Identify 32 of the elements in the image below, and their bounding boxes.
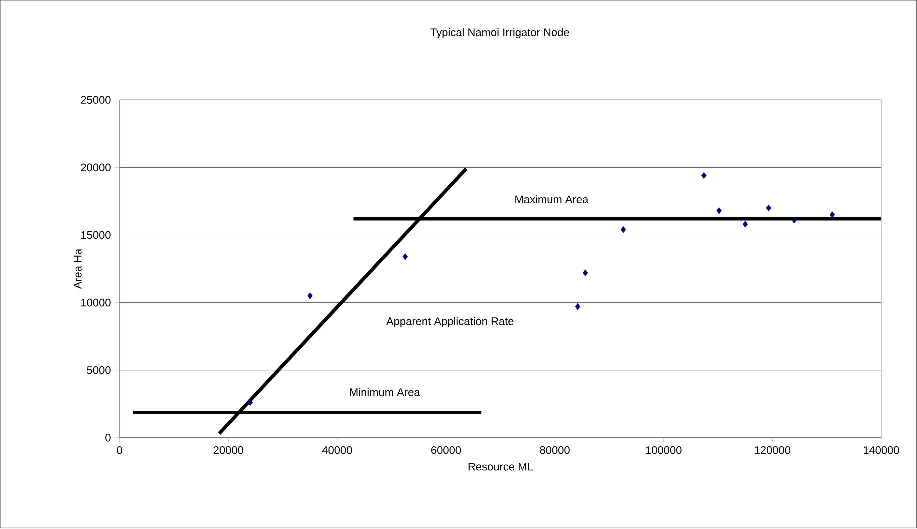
point [575,304,581,310]
point [621,226,626,234]
point [308,292,313,300]
x-axis-title: Resource ML [468,463,533,471]
annotation: Minimum Area [350,388,420,397]
annotation: Apparent Application Rate [386,317,514,328]
x-tick-label: 20000 [214,446,244,454]
x-tick-label: 40000 [322,446,352,454]
y-tick-label: 15000 [82,232,111,240]
y-tick-label: 20000 [81,164,111,172]
annotation: Maximum Area [516,196,589,204]
y-tick-label: 25000 [81,96,111,104]
point [248,400,254,406]
y-axis-title: Area Ha [74,249,82,290]
x-tick-label: 100000 [646,446,682,454]
x-tick-label: 140000 [864,446,900,454]
x-tick-label: 60000 [432,446,462,454]
point [702,172,707,180]
point [766,205,772,212]
point [716,208,722,215]
chart-title: Typical Namoi Irrigator Node [430,28,570,39]
x-tick-label: 120000 [755,446,791,454]
x-tick-label: 0 [117,446,122,454]
y-tick-label: 5000 [87,366,111,374]
x-tick-label: 80000 [540,446,570,454]
point [792,217,798,224]
point [582,270,588,277]
point [742,221,748,228]
y-tick-label: 10000 [82,299,111,307]
point [402,254,408,260]
point [830,212,836,219]
y-tick-label: 0 [106,434,111,442]
